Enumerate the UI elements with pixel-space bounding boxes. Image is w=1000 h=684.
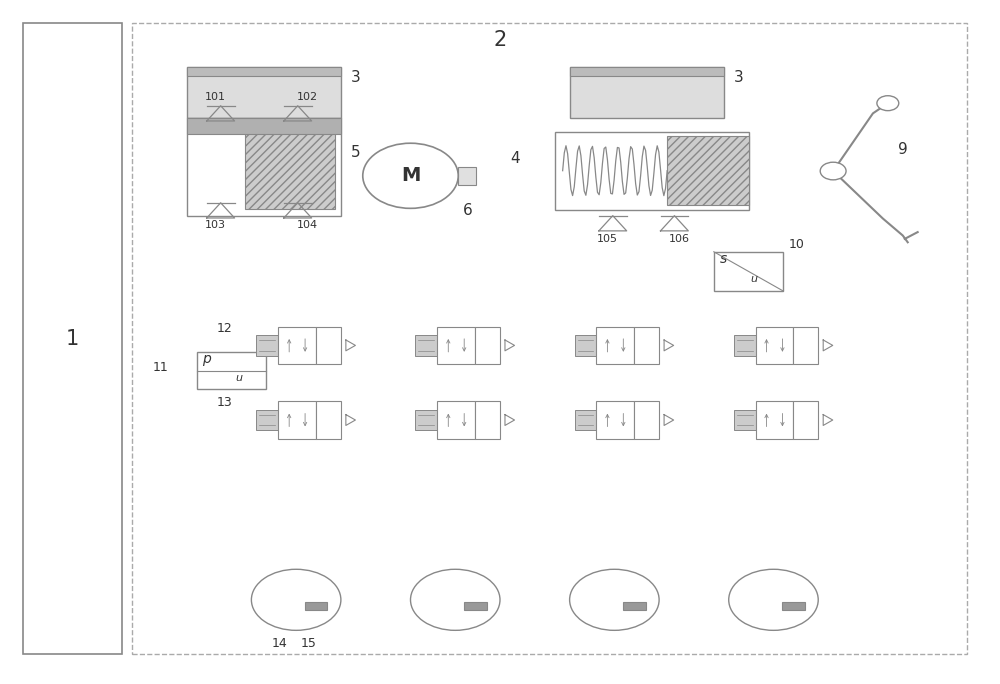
Bar [316,402,341,438]
Bar [634,327,659,364]
Bar [475,402,500,438]
Bar [667,136,749,205]
Bar [714,252,783,291]
Bar [278,327,316,364]
Bar [475,327,500,364]
Text: 11: 11 [153,361,169,374]
Bar [415,335,437,356]
Text: $s$: $s$ [719,252,728,266]
Text: 1: 1 [66,328,79,349]
Circle shape [411,569,500,631]
Text: 2: 2 [493,30,507,50]
Bar [634,402,659,438]
Text: $u$: $u$ [235,373,244,383]
Circle shape [251,569,341,631]
Text: 4: 4 [510,151,520,166]
Text: 15: 15 [301,637,317,650]
Text: $u$: $u$ [750,274,759,285]
Bar [437,327,475,364]
Circle shape [820,162,846,180]
Bar [316,327,341,364]
Bar [187,118,341,134]
Text: 12: 12 [217,322,232,335]
Bar [464,602,487,611]
Bar [187,118,341,217]
Text: 13: 13 [217,397,232,410]
Bar [570,67,724,77]
Bar [132,23,967,654]
Bar [623,602,646,611]
Bar [256,335,278,356]
Bar [437,402,475,438]
Bar [570,67,724,118]
Text: 102: 102 [297,92,318,102]
Text: 10: 10 [788,239,804,252]
Bar [756,327,793,364]
Text: 105: 105 [597,234,618,244]
Circle shape [729,569,818,631]
Text: 5: 5 [351,146,360,161]
Bar [458,167,476,185]
Bar [197,352,266,389]
Bar [793,327,818,364]
Bar [756,402,793,438]
Text: M: M [401,166,420,185]
Bar [782,602,805,611]
Text: 106: 106 [669,234,690,244]
Text: $p$: $p$ [202,353,212,367]
Bar [305,602,327,611]
Bar [575,335,596,356]
Text: 9: 9 [898,142,908,157]
Text: 14: 14 [271,637,287,650]
Bar [23,23,122,654]
Bar [187,67,341,118]
Text: 3: 3 [734,70,743,86]
Bar [187,67,341,77]
Text: 6: 6 [463,203,473,218]
Bar [245,126,335,209]
Circle shape [570,569,659,631]
Bar [415,410,437,430]
Bar [793,402,818,438]
Bar [596,402,634,438]
Bar [734,335,756,356]
Text: 101: 101 [205,92,226,102]
Bar [256,410,278,430]
Text: 3: 3 [351,70,361,86]
Bar [278,402,316,438]
Bar [596,327,634,364]
Bar [575,410,596,430]
Circle shape [877,96,899,111]
Text: 104: 104 [297,220,318,230]
Bar [734,410,756,430]
Bar [555,132,749,210]
Text: 103: 103 [205,220,226,230]
Circle shape [363,143,458,209]
